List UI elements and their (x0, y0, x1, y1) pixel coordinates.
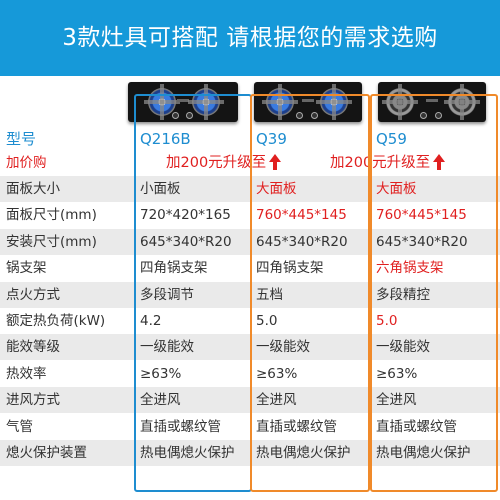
logo-mark (426, 99, 438, 102)
spec-value: 四角锅支架 (256, 260, 324, 277)
column-frame-q59 (370, 94, 498, 492)
spec-value: 全进风 (376, 392, 417, 409)
burner-icon (188, 84, 224, 120)
model-label: 型号 (6, 130, 37, 148)
spec-value: 760*445*145 (256, 207, 347, 224)
spec-value: ≥63% (256, 365, 298, 382)
upgrade-text-q39: 加200元升级至 (166, 155, 267, 171)
burner-icon (316, 84, 352, 120)
spec-value: 一级能效 (376, 339, 430, 356)
spec-label: 能效等级 (6, 339, 60, 356)
knob-icon (296, 112, 303, 119)
burner-icon (144, 84, 180, 120)
spec-label: 面板大小 (6, 181, 60, 197)
spec-value: 全进风 (256, 392, 297, 409)
knob-icon (435, 112, 442, 119)
burner-icon (444, 84, 480, 120)
spec-value: 一级能效 (140, 339, 194, 356)
spec-value: 四角锅支架 (140, 260, 208, 277)
column-frame-q39 (250, 94, 370, 492)
spec-value: 热电偶熄火保护 (256, 445, 351, 461)
spec-row: 面板尺寸(mm) 720*420*165 760*445*145 760*445*14… (0, 202, 500, 228)
spec-value: 一级能效 (256, 339, 310, 356)
spec-value: 多段精控 (376, 286, 430, 303)
spec-value: ≥63% (376, 365, 418, 382)
spec-label: 安装尺寸(mm) (6, 233, 97, 250)
promo-q59: 加200元升级至 (330, 150, 460, 176)
spec-value: 直插或螺纹管 (376, 418, 457, 435)
spec-value: 645*340*R20 (140, 233, 232, 250)
burner-icon (382, 84, 418, 120)
spec-value: 760*445*145 (376, 207, 467, 224)
spec-row: 气管 直插或螺纹管 直插或螺纹管 直插或螺纹管 (0, 414, 500, 440)
promo-q39: 加200元升级至 (166, 150, 294, 176)
spec-value: 4.2 (140, 313, 162, 329)
spec-label: 锅支架 (6, 260, 47, 277)
spec-value: 720*420*165 (140, 207, 231, 224)
upgrade-text-q59: 加200元升级至 (330, 155, 431, 171)
spec-value: 六角锅支架 (376, 260, 444, 277)
spec-value: 645*340*R20 (256, 233, 348, 250)
spec-value: 五档 (256, 286, 283, 303)
spec-label: 点火方式 (6, 286, 60, 303)
stove-image-q39 (254, 82, 362, 122)
logo-mark (177, 99, 189, 102)
spec-value: 645*340*R20 (376, 233, 468, 250)
spec-label: 进风方式 (6, 392, 60, 409)
promo-label: 加价购 (6, 155, 47, 171)
spec-value: 大面板 (256, 181, 297, 197)
spec-value: 直插或螺纹管 (140, 418, 221, 435)
spec-value: 5.0 (376, 313, 398, 329)
spec-label: 面板尺寸(mm) (6, 207, 97, 224)
spec-row: 热效率 ≥63% ≥63% ≥63% (0, 361, 500, 387)
model-q59: Q59 (376, 130, 407, 148)
spec-value: 全进风 (140, 392, 181, 409)
spec-value: 大面板 (376, 181, 417, 197)
burner-icon (262, 84, 298, 120)
knob-icon (172, 112, 179, 119)
knob-icon (311, 112, 318, 119)
model-q216b: Q216B (140, 130, 191, 148)
spec-label: 热效率 (6, 365, 47, 382)
spec-value: 多段调节 (140, 286, 194, 303)
spec-label: 额定热负荷(kW) (6, 313, 106, 329)
model-row: 型号 Q216B Q39 Q59 (0, 126, 500, 152)
up-arrow-icon (432, 154, 446, 170)
promo-row: 加价购 加200元升级至 加200元升级至 (0, 150, 500, 176)
up-arrow-icon (268, 154, 282, 170)
spec-value: 小面板 (140, 181, 181, 197)
spec-value: ≥63% (140, 365, 182, 382)
spec-value: 5.0 (256, 313, 278, 329)
knob-icon (186, 112, 193, 119)
spec-label: 气管 (6, 418, 33, 435)
stove-image-q216b (128, 82, 238, 122)
spec-row: 锅支架 四角锅支架 四角锅支架 六角锅支架 (0, 255, 500, 281)
column-frame-q216b (134, 94, 252, 492)
logo-mark (302, 99, 314, 102)
spec-label: 熄火保护装置 (6, 445, 87, 461)
spec-value: 热电偶熄火保护 (140, 445, 235, 461)
model-q39: Q39 (256, 130, 287, 148)
knob-icon (420, 112, 427, 119)
stove-image-q59 (378, 82, 486, 122)
spec-row: 额定热负荷(kW) 4.2 5.0 5.0 (0, 308, 500, 334)
banner-title: 3款灶具可搭配 请根据您的需求选购 (0, 0, 500, 76)
spec-value: 热电偶熄火保护 (376, 445, 471, 461)
spec-value: 直插或螺纹管 (256, 418, 337, 435)
